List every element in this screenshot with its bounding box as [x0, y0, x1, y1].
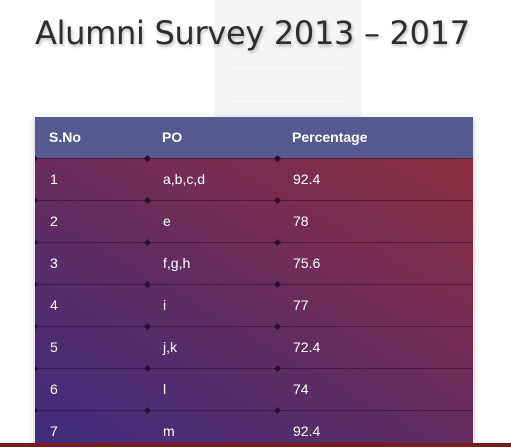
cell-sno: 7 [35, 406, 148, 447]
ghost-menu-item [228, 4, 348, 34]
cell-sno-text: 4 [50, 297, 58, 313]
cell-sno-text: 2 [50, 213, 58, 229]
table-row: 5 j,k 72.4 [35, 322, 473, 368]
ghost-menu-item [228, 72, 348, 102]
cell-sno: 6 [35, 364, 148, 410]
cell-po: e [143, 196, 278, 242]
alumni-survey-table-container: S.No PO Percentage 1 a,b,c,d 92.4 2 e 78… [35, 117, 473, 447]
cell-percentage-text: 92.4 [293, 171, 321, 187]
table-row: 1 a,b,c,d 92.4 [35, 154, 473, 200]
table-row: 3 f,g,h 75.6 [35, 238, 473, 284]
cell-po-text: l [163, 381, 167, 397]
cell-percentage: 78 [273, 196, 473, 242]
cell-percentage-text: 77 [293, 297, 309, 313]
header-sno: S.No [49, 129, 81, 146]
page-title: Alumni Survey 2013 – 2017 [35, 14, 470, 52]
cell-sno: 4 [35, 280, 148, 326]
cell-po-text: e [163, 213, 171, 229]
cell-sno-text: 5 [50, 339, 58, 355]
cell-po: m [143, 406, 278, 447]
cell-percentage-text: 75.6 [293, 255, 321, 271]
cell-po: l [143, 364, 278, 410]
cell-po: a,b,c,d [143, 154, 278, 200]
cell-po-text: i [163, 297, 167, 313]
cell-sno-text: 1 [50, 171, 58, 187]
table-row: 6 l 74 [35, 364, 473, 410]
table-row: 7 m 92.4 [35, 406, 473, 447]
cell-percentage: 72.4 [273, 322, 473, 368]
table-row: 4 i 77 [35, 280, 473, 326]
cell-sno-text: 3 [50, 255, 58, 271]
cell-po: f,g,h [143, 238, 278, 284]
header-po: PO [162, 129, 183, 146]
cell-percentage: 74 [273, 364, 473, 410]
cell-po: j,k [143, 322, 278, 368]
table-header-row: S.No PO Percentage [35, 117, 473, 158]
cell-percentage-text: 74 [293, 381, 309, 397]
background-dropdown-menu [214, 0, 362, 118]
cell-percentage: 92.4 [273, 406, 473, 447]
cell-po-text: f,g,h [163, 255, 191, 271]
alumni-survey-table: S.No PO Percentage 1 a,b,c,d 92.4 2 e 78… [35, 117, 473, 447]
cell-sno: 5 [35, 322, 148, 368]
cell-po-text: j,k [163, 339, 177, 355]
cell-sno-text: 7 [50, 423, 58, 440]
cell-percentage: 77 [273, 280, 473, 326]
cell-sno-text: 6 [50, 381, 58, 397]
cell-sno: 2 [35, 196, 148, 242]
cell-sno: 1 [35, 154, 148, 200]
cell-percentage-text: 78 [293, 213, 309, 229]
cell-percentage: 92.4 [273, 154, 473, 200]
table-row: 2 e 78 [35, 196, 473, 242]
bottom-accent-bar [0, 443, 511, 447]
cell-po-text: a,b,c,d [163, 171, 206, 187]
cell-po: i [143, 280, 278, 326]
header-percentage: Percentage [292, 129, 368, 146]
cell-po-text: m [163, 423, 175, 440]
cell-percentage: 75.6 [273, 238, 473, 284]
cell-sno: 3 [35, 238, 148, 284]
ghost-menu-item [228, 38, 348, 68]
cell-percentage-text: 92.4 [293, 423, 321, 440]
cell-percentage-text: 72.4 [293, 339, 321, 355]
